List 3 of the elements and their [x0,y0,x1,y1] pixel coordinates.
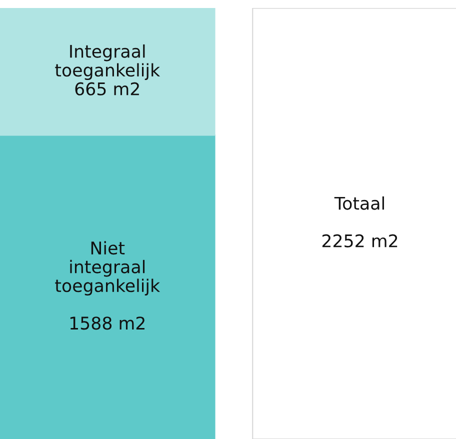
text: Totaal 2252 m2 [322,196,398,248]
text: Niet integraal toegankelijk 1588 m2 [55,241,160,330]
data-label: Integraal toegankelijk 665 m2 [55,44,160,96]
